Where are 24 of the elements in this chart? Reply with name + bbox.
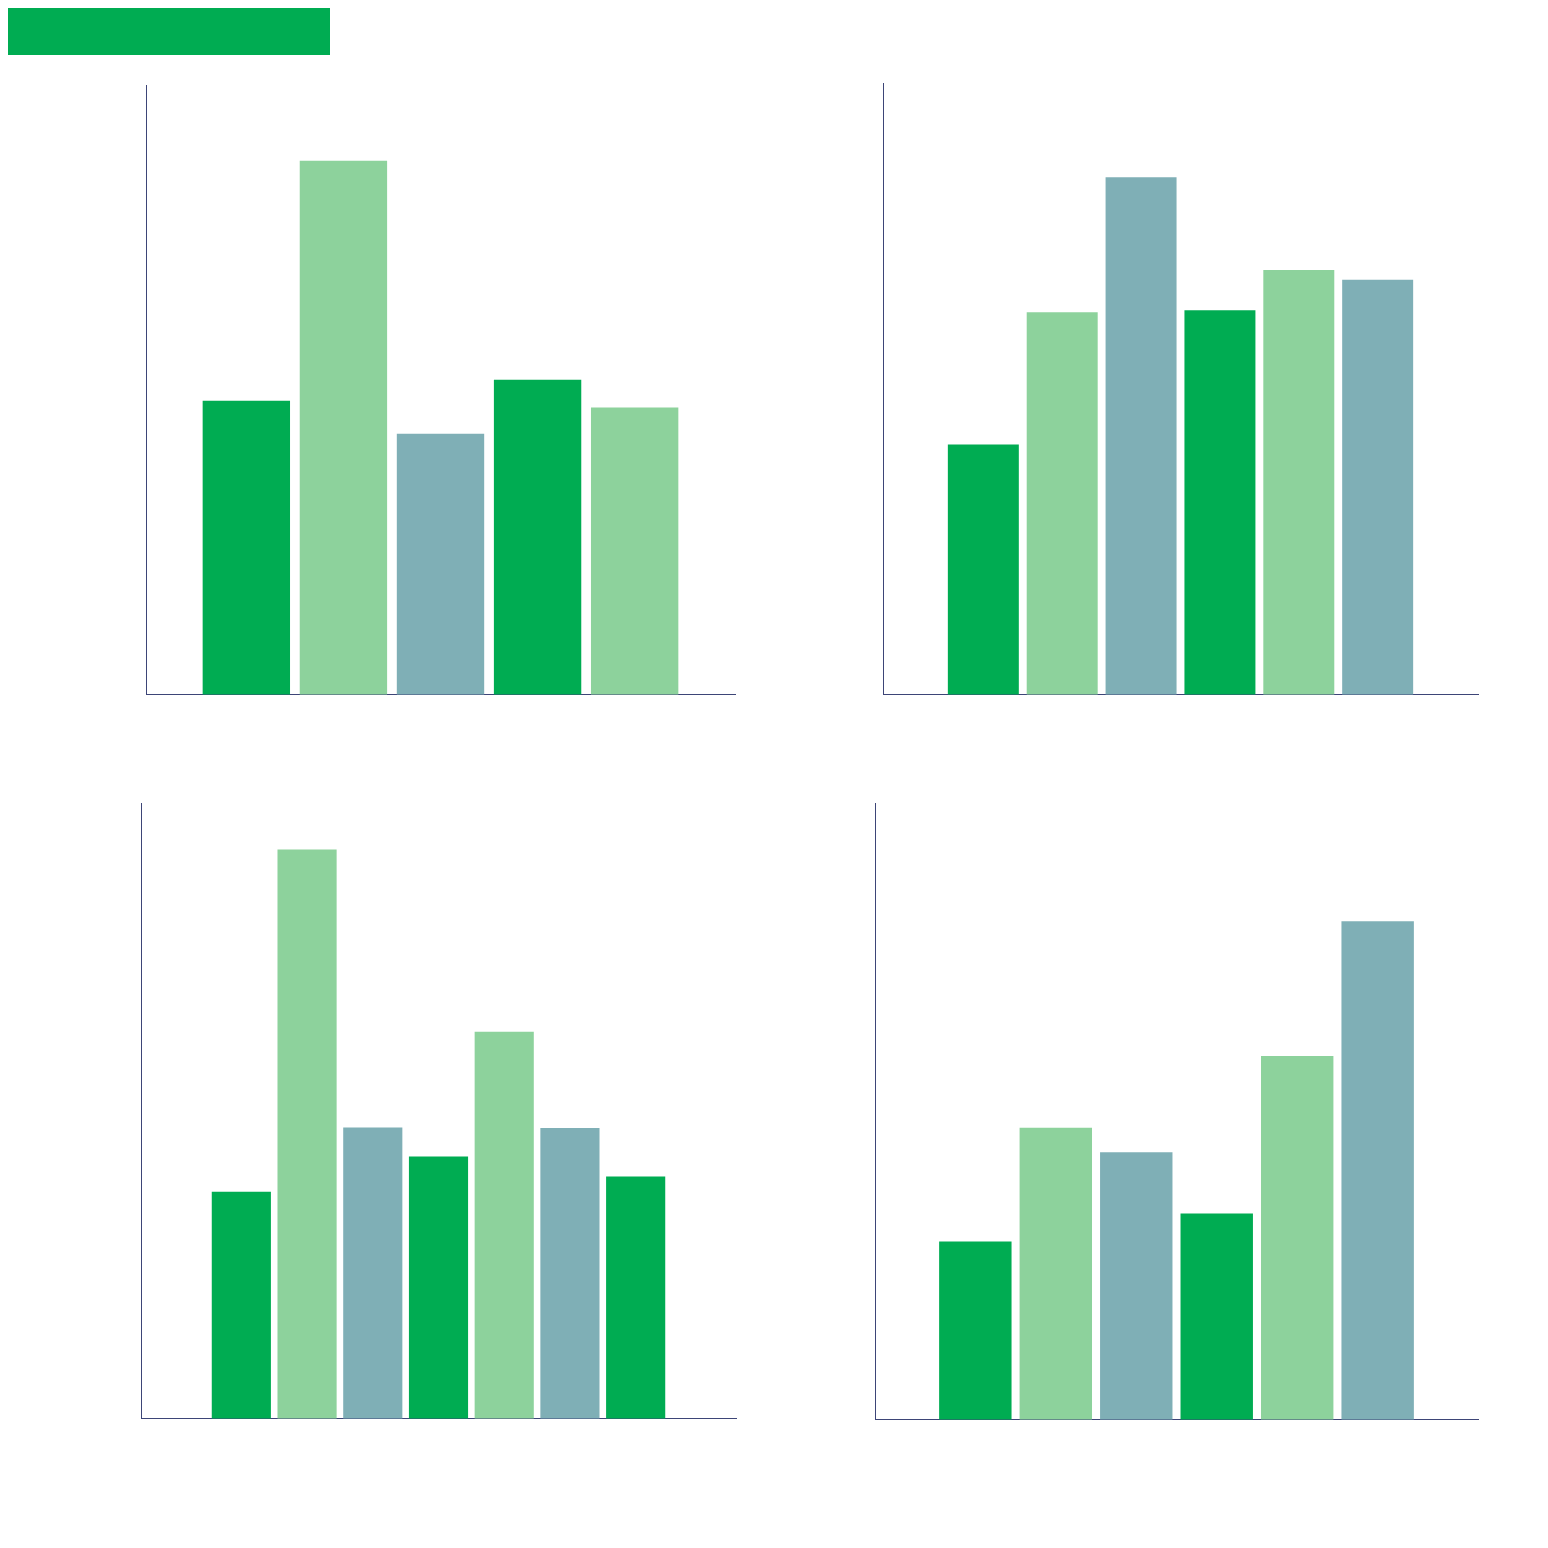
- bar: [1180, 1213, 1253, 1420]
- bar: [1019, 1127, 1093, 1420]
- bar: [299, 160, 388, 695]
- bar: [606, 1176, 666, 1419]
- bar: [408, 1156, 469, 1419]
- bar: [493, 379, 582, 695]
- bar: [277, 849, 337, 1419]
- bar: [1260, 1055, 1334, 1420]
- bar: [1341, 921, 1414, 1420]
- bar: [202, 400, 291, 695]
- bar: [1263, 269, 1335, 695]
- bar: [590, 407, 679, 695]
- bar: [1342, 279, 1414, 695]
- bar: [540, 1128, 600, 1419]
- bar: [343, 1127, 403, 1419]
- bar: [1184, 310, 1256, 695]
- bar: [1026, 312, 1098, 695]
- bar: [396, 433, 485, 695]
- bar: [211, 1191, 271, 1419]
- bar: [1100, 1152, 1173, 1420]
- bar: [947, 444, 1019, 695]
- bar: [1105, 177, 1177, 695]
- bar: [939, 1241, 1012, 1420]
- bar: [474, 1031, 534, 1419]
